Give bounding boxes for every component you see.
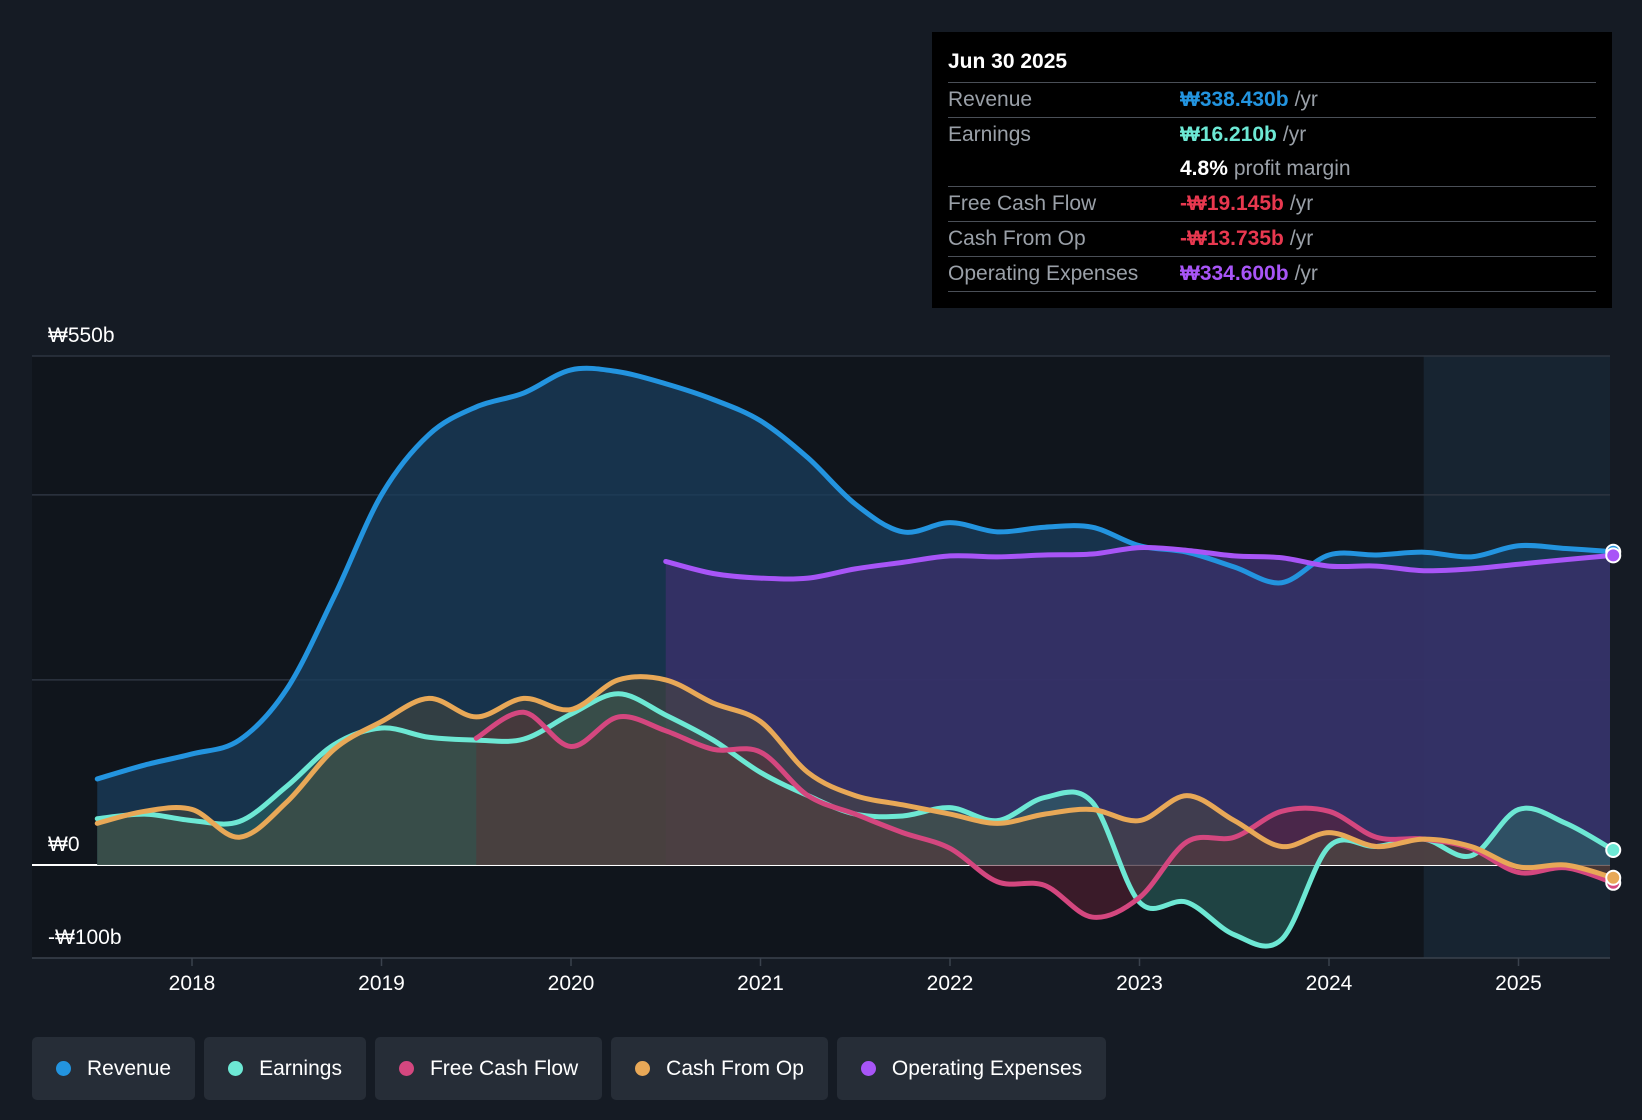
x-tick-label: 2018 bbox=[169, 972, 216, 995]
y-tick-label: -₩100b bbox=[48, 926, 122, 949]
tooltip-value: ₩334.600b bbox=[1180, 262, 1289, 285]
y-tick-label: ₩0 bbox=[48, 833, 80, 856]
tooltip-label: Revenue bbox=[948, 88, 1033, 111]
legend-dot-icon bbox=[398, 1061, 414, 1076]
tooltip-row-operating-expenses: Operating Expenses ₩334.600b /yr bbox=[948, 256, 1596, 292]
earnings-end-marker bbox=[1605, 841, 1622, 858]
tooltip-value: ₩16.210b bbox=[1180, 123, 1277, 146]
cash-from-op-area bbox=[97, 676, 1610, 877]
x-tick-label: 2022 bbox=[927, 972, 974, 995]
cash-from-op-line bbox=[94, 674, 1610, 880]
x-tick-label: 2025 bbox=[1495, 972, 1542, 995]
x-tick-label: 2024 bbox=[1306, 972, 1353, 995]
legend-item-earnings[interactable]: Earnings bbox=[204, 1037, 366, 1100]
series-lines bbox=[94, 365, 1610, 949]
legend-label: Operating Expenses bbox=[891, 1056, 1083, 1080]
end-markers bbox=[1605, 543, 1622, 891]
tooltip-unit: /yr bbox=[1294, 262, 1318, 285]
legend-item-revenue[interactable]: Revenue bbox=[32, 1037, 196, 1100]
x-tick-label: 2019 bbox=[358, 972, 405, 995]
tooltip-unit: /yr bbox=[1294, 88, 1318, 111]
tooltip-unit: /yr bbox=[1289, 192, 1314, 215]
legend-dot-icon bbox=[56, 1061, 71, 1076]
y-tick-labels: ₩550b ₩0 -₩100b bbox=[48, 324, 122, 949]
cash-from-op-end-marker bbox=[1605, 869, 1622, 886]
tooltip-unit: /yr bbox=[1282, 123, 1307, 146]
legend-label: Revenue bbox=[87, 1056, 172, 1080]
operating-expenses-line bbox=[663, 544, 1610, 582]
y-tick-label: ₩550b bbox=[48, 324, 115, 347]
legend-label: Earnings bbox=[259, 1056, 342, 1080]
legend-item-cash-from-op[interactable]: Cash From Op bbox=[611, 1037, 828, 1100]
legend-item-free-cash-flow[interactable]: Free Cash Flow bbox=[374, 1037, 603, 1100]
x-tick-labels: 2018 2019 2020 2021 2022 2023 2024 2025 bbox=[169, 958, 1542, 995]
tooltip-row-free-cash-flow: Free Cash Flow -₩19.145b /yr bbox=[948, 186, 1596, 221]
legend-dot-icon bbox=[228, 1061, 244, 1076]
legend-dot-icon bbox=[635, 1061, 651, 1076]
tooltip-label: Operating Expenses bbox=[948, 262, 1139, 285]
legend-dot-icon bbox=[860, 1061, 876, 1076]
operating-expenses-end-marker bbox=[1605, 547, 1622, 564]
x-tick-label: 2023 bbox=[1116, 972, 1163, 995]
x-tick-label: 2021 bbox=[737, 972, 784, 995]
tooltip-row-earnings: Earnings ₩16.210b /yr bbox=[948, 117, 1596, 152]
chart-legend: Revenue Earnings Free Cash Flow Cash Fro… bbox=[32, 1037, 1107, 1100]
legend-label: Free Cash Flow bbox=[429, 1056, 579, 1080]
tooltip-unit: profit margin bbox=[1233, 157, 1351, 180]
operating-expenses-area bbox=[665, 547, 1610, 865]
x-tick-label: 2020 bbox=[548, 972, 595, 995]
revenue-line bbox=[94, 365, 1610, 782]
tooltip-unit: /yr bbox=[1289, 227, 1314, 250]
tooltip-label: Free Cash Flow bbox=[948, 192, 1097, 215]
tooltip-row-cash-from-op: Cash From Op -₩13.735b /yr bbox=[948, 221, 1596, 256]
tooltip-value: ₩338.430b bbox=[1180, 88, 1289, 111]
tooltip-panel: Jun 30 2025 Revenue ₩338.430b /yr Earnin… bbox=[932, 32, 1612, 308]
legend-item-operating-expenses[interactable]: Operating Expenses bbox=[836, 1037, 1107, 1100]
tooltip-label: Earnings bbox=[948, 123, 1031, 146]
tooltip-date: Jun 30 2025 bbox=[948, 50, 1068, 73]
tooltip-value: 4.8% bbox=[1180, 157, 1228, 180]
tooltip-label: Cash From Op bbox=[948, 227, 1086, 250]
tooltip-value: -₩19.145b bbox=[1180, 192, 1284, 215]
tooltip-row-profit-margin: 4.8% profit margin bbox=[948, 152, 1596, 186]
legend-label: Cash From Op bbox=[666, 1056, 804, 1080]
tooltip-value: -₩13.735b bbox=[1180, 227, 1284, 250]
tooltip-row-revenue: Revenue ₩338.430b /yr bbox=[948, 82, 1596, 117]
